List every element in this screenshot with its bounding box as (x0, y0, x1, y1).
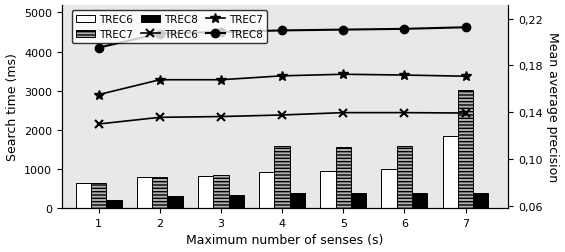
TREC7_line (157, 79, 163, 82)
Bar (259, 172, 275, 208)
Bar (152, 177, 167, 208)
TREC7_line (279, 75, 285, 78)
TREC8_line (462, 27, 469, 30)
Bar (320, 171, 336, 208)
Line: TREC8_line: TREC8_line (94, 24, 470, 53)
Bar (397, 146, 412, 208)
TREC6_line (95, 123, 102, 126)
TREC8_line (157, 33, 163, 36)
Line: TREC6_line: TREC6_line (94, 109, 470, 129)
Line: TREC7_line: TREC7_line (94, 70, 471, 100)
X-axis label: Maximum number of senses (s): Maximum number of senses (s) (186, 234, 384, 246)
Bar (290, 193, 305, 208)
TREC8_line (340, 29, 346, 32)
Bar (381, 170, 397, 208)
Bar (336, 147, 351, 208)
TREC6_line (340, 112, 346, 115)
Bar (458, 90, 473, 208)
Bar (106, 200, 121, 208)
Y-axis label: Search time (ms): Search time (ms) (6, 53, 19, 161)
TREC8_line (95, 47, 102, 50)
TREC7_line (401, 74, 408, 77)
Bar (351, 193, 366, 208)
Bar (76, 183, 91, 208)
TREC6_line (401, 112, 408, 115)
Bar (412, 193, 427, 208)
TREC7_line (462, 75, 469, 78)
Bar (473, 193, 488, 208)
Bar (137, 177, 152, 208)
Bar (442, 136, 458, 208)
Bar (229, 196, 244, 208)
Y-axis label: Mean average precision: Mean average precision (546, 32, 559, 182)
Bar (91, 183, 106, 208)
TREC6_line (462, 112, 469, 115)
Bar (167, 196, 182, 208)
TREC7_line (95, 94, 102, 97)
Bar (198, 176, 214, 208)
TREC8_line (401, 28, 408, 31)
TREC7_line (340, 73, 346, 76)
TREC6_line (157, 116, 163, 119)
TREC7_line (218, 79, 224, 82)
Legend: TREC6, TREC7, TREC8, TREC6, TREC7, TREC8: TREC6, TREC7, TREC8, TREC6, TREC7, TREC8 (72, 11, 267, 44)
TREC8_line (218, 31, 224, 34)
TREC6_line (279, 114, 285, 117)
Bar (214, 175, 229, 208)
Bar (275, 147, 290, 208)
TREC8_line (279, 30, 285, 33)
TREC6_line (218, 116, 224, 119)
